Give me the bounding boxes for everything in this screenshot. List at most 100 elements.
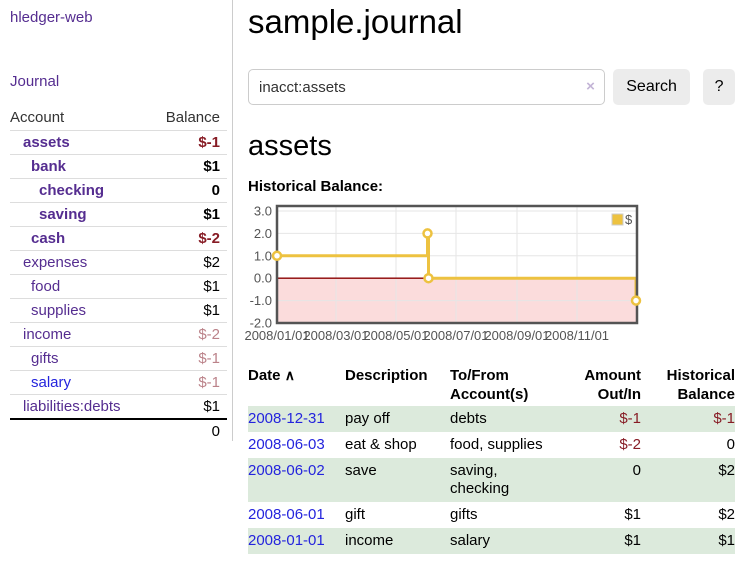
account-balance: $-2 <box>198 230 220 247</box>
y-axis-tick-label: -1.0 <box>250 293 272 308</box>
x-axis-tick-label: 2008/11/01 <box>545 328 609 343</box>
table-row: 2008-01-01 income salary $1 $1 <box>248 528 735 554</box>
account-link[interactable]: saving <box>39 206 87 223</box>
balance-column-header: Balance <box>165 109 220 126</box>
account-balance: $1 <box>203 158 220 175</box>
account-row: food $1 <box>10 274 227 298</box>
account-row: bank $1 <box>10 154 227 178</box>
transaction-amount: $1 <box>624 506 641 523</box>
account-balance: $-1 <box>198 374 220 391</box>
chart-title: Historical Balance: <box>248 178 384 195</box>
data-point-marker <box>630 295 642 306</box>
y-axis-tick-label: 2.0 <box>254 226 272 241</box>
transaction-date-link[interactable]: 2008-01-01 <box>248 532 325 549</box>
account-row: income $-2 <box>10 322 227 346</box>
account-balance: $-1 <box>198 134 220 151</box>
account-balance: $1 <box>203 206 220 223</box>
transaction-balance: $2 <box>718 506 735 523</box>
x-axis-tick-label: 2008/01/01 <box>244 328 309 343</box>
search-button[interactable]: Search <box>612 69 691 105</box>
accounts-table-header: Account Balance <box>10 107 227 130</box>
y-axis-tick-label: 3.0 <box>254 204 272 219</box>
x-axis-tick-label: 2008/09/01 <box>484 328 549 343</box>
transaction-accounts: gifts <box>450 506 478 523</box>
account-row: cash $-2 <box>10 226 227 250</box>
transaction-balance: 0 <box>726 436 735 453</box>
search-input[interactable] <box>249 70 604 104</box>
transaction-balance: $-1 <box>713 410 735 427</box>
table-row: 2008-06-02 save saving, checking 0 $2 <box>248 458 735 502</box>
y-axis-tick-label: -2.0 <box>250 316 272 331</box>
table-row: 2008-12-31 pay off debts $-1 $-1 <box>248 406 735 432</box>
help-button[interactable]: ? <box>703 69 735 105</box>
account-row: gifts $-1 <box>10 346 227 370</box>
transaction-description: income <box>345 532 394 549</box>
account-balance: $1 <box>203 302 220 319</box>
date-column-header[interactable]: Date ∧ <box>248 367 295 384</box>
transaction-description: save <box>345 462 377 479</box>
accounts-total-row: 0 <box>10 418 227 443</box>
account-balance: $2 <box>203 254 220 271</box>
account-link[interactable]: expenses <box>23 254 88 271</box>
clear-search-icon[interactable]: × <box>586 78 595 95</box>
account-row: checking 0 <box>10 178 227 202</box>
account-balance: $-1 <box>198 350 220 367</box>
register-table: Date ∧ Description To/From Account(s) Am… <box>248 364 735 554</box>
account-link[interactable]: checking <box>39 182 105 199</box>
chart-border <box>275 204 639 325</box>
accounts-column-header: To/From Account(s) <box>450 367 529 403</box>
transaction-amount: $1 <box>624 532 641 549</box>
account-balance: 0 <box>211 182 220 199</box>
y-axis-tick-label: 0.0 <box>254 271 272 286</box>
account-link[interactable]: bank <box>31 158 67 175</box>
account-row: saving $1 <box>10 202 227 226</box>
transaction-description: eat & shop <box>345 436 417 453</box>
transaction-balance: $1 <box>718 532 735 549</box>
account-row: salary $-1 <box>10 370 227 394</box>
data-point-marker <box>423 272 434 284</box>
transaction-balance: $2 <box>718 462 735 479</box>
account-balance: $1 <box>203 398 220 415</box>
account-link[interactable]: income <box>23 326 72 343</box>
legend-label: $ <box>625 212 633 227</box>
transaction-amount: $-1 <box>619 410 641 427</box>
accounts-total-value: 0 <box>211 423 220 440</box>
balance-column-header-main: Historical Balance <box>666 367 735 403</box>
account-link[interactable]: supplies <box>31 302 87 319</box>
data-point-marker <box>271 250 283 262</box>
account-link[interactable]: assets <box>23 134 70 151</box>
sidebar-item-journal[interactable]: Journal <box>10 73 60 90</box>
data-point-marker <box>422 228 433 239</box>
historical-balance-chart: 3.0 2.0 1.0 0.0 -1.0 -2.02008/01/012008/03/01… <box>244 204 642 343</box>
y-axis-tick-label: 1.0 <box>254 248 272 263</box>
transaction-accounts: saving, checking <box>450 462 510 497</box>
account-row: supplies $1 <box>10 298 227 322</box>
account-row: expenses $2 <box>10 250 227 274</box>
app-title-link[interactable]: hledger-web <box>10 9 93 26</box>
account-link[interactable]: liabilities:debts <box>23 398 121 415</box>
account-row: liabilities:debts $1 <box>10 394 227 418</box>
transaction-date-link[interactable]: 2008-06-03 <box>248 436 325 453</box>
transaction-description: pay off <box>345 410 390 427</box>
transaction-accounts: debts <box>450 410 487 427</box>
account-link[interactable]: cash <box>31 230 66 247</box>
page-title: sample.journal <box>248 3 463 40</box>
table-row: 2008-06-01 gift gifts $1 $2 <box>248 502 735 528</box>
account-row: assets $-1 <box>10 130 227 154</box>
account-balance: $-2 <box>198 326 220 343</box>
accounts-table-body: assets $-1 bank $1 checking 0 saving $1 cash $-2 e… <box>10 130 227 418</box>
transaction-date-link[interactable]: 2008-06-01 <box>248 506 325 523</box>
account-link[interactable]: salary <box>31 374 72 391</box>
transaction-amount: 0 <box>632 462 641 479</box>
transaction-date-link[interactable]: 2008-12-31 <box>248 410 325 427</box>
sort-ascending-icon: ∧ <box>284 367 295 383</box>
legend-swatch <box>611 213 624 226</box>
transaction-description: gift <box>345 506 366 523</box>
amount-column-header: Amount Out/In <box>584 367 641 403</box>
transaction-date-link[interactable]: 2008-06-02 <box>248 462 325 479</box>
main-panel: sample.journal × Search ? assets Histori… <box>244 0 735 554</box>
account-link[interactable]: food <box>31 278 61 295</box>
account-column-header: Account <box>10 109 65 126</box>
sidebar: hledger-web Journal Account Balance asse… <box>0 0 233 441</box>
account-link[interactable]: gifts <box>31 350 59 367</box>
